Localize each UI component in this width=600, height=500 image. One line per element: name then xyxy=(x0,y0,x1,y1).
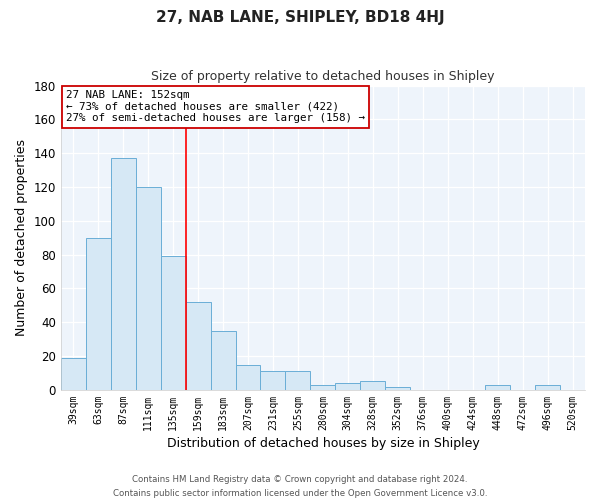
Bar xyxy=(385,386,410,390)
Bar xyxy=(286,372,310,390)
Text: 27 NAB LANE: 152sqm
← 73% of detached houses are smaller (422)
27% of semi-detac: 27 NAB LANE: 152sqm ← 73% of detached ho… xyxy=(66,90,365,124)
Text: 27, NAB LANE, SHIPLEY, BD18 4HJ: 27, NAB LANE, SHIPLEY, BD18 4HJ xyxy=(155,10,445,25)
Bar xyxy=(236,364,260,390)
Bar xyxy=(185,302,211,390)
Bar xyxy=(361,382,385,390)
Bar xyxy=(61,358,86,390)
Bar xyxy=(485,385,510,390)
Bar xyxy=(211,331,236,390)
Y-axis label: Number of detached properties: Number of detached properties xyxy=(15,139,28,336)
Bar xyxy=(86,238,111,390)
Bar xyxy=(335,383,361,390)
Text: Contains HM Land Registry data © Crown copyright and database right 2024.
Contai: Contains HM Land Registry data © Crown c… xyxy=(113,476,487,498)
Bar xyxy=(111,158,136,390)
Bar xyxy=(136,187,161,390)
X-axis label: Distribution of detached houses by size in Shipley: Distribution of detached houses by size … xyxy=(167,437,479,450)
Bar xyxy=(535,385,560,390)
Bar xyxy=(260,372,286,390)
Bar xyxy=(310,385,335,390)
Bar xyxy=(161,256,185,390)
Title: Size of property relative to detached houses in Shipley: Size of property relative to detached ho… xyxy=(151,70,494,83)
